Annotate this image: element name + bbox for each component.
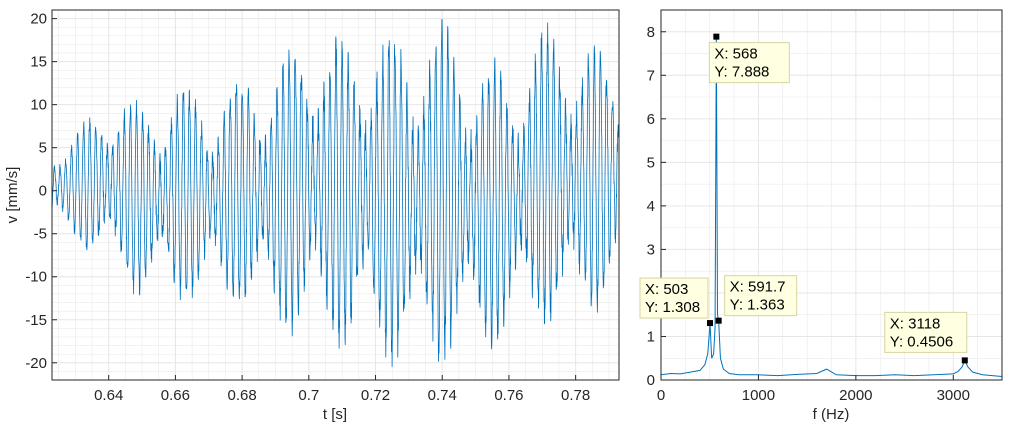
spectrum-x-ticks: 0 1000 2000 3000 bbox=[657, 375, 970, 404]
time-plot-box bbox=[51, 9, 620, 381]
x-tick-label: 0.78 bbox=[561, 387, 590, 404]
spectrum-plot-box bbox=[660, 9, 1003, 381]
y-tick-label: 4 bbox=[647, 198, 655, 215]
y-tick-label: 0 bbox=[39, 183, 47, 200]
y-tick-label: 10 bbox=[30, 97, 47, 114]
datatip-x-label: X: 568 bbox=[714, 46, 757, 63]
datatip-y-label: Y: 1.308 bbox=[645, 299, 700, 316]
datatip-x-label: X: 503 bbox=[645, 281, 688, 298]
datatip-box bbox=[708, 42, 790, 84]
datatip-marker[interactable] bbox=[715, 317, 722, 324]
y-tick-label: -10 bbox=[25, 269, 47, 286]
x-tick-label: 0.74 bbox=[428, 387, 457, 404]
y-tick-label: 5 bbox=[39, 140, 47, 157]
y-tick-label: 6 bbox=[647, 111, 655, 128]
y-tick-label: 0 bbox=[647, 372, 655, 389]
y-tick-label: 7 bbox=[647, 67, 655, 84]
datatip-marker[interactable] bbox=[713, 33, 720, 40]
spectrum-x-axis-label: f (Hz) bbox=[813, 406, 850, 423]
y-tick-label: 5 bbox=[647, 154, 655, 171]
x-tick-label: 0.68 bbox=[228, 387, 257, 404]
x-tick-label: 3000 bbox=[937, 387, 970, 404]
x-tick-label: 0.7 bbox=[298, 387, 319, 404]
spectrum-series bbox=[660, 36, 1003, 378]
y-tick-label: 3 bbox=[647, 241, 655, 258]
datatip-x-label: X: 3118 bbox=[890, 315, 941, 332]
x-tick-label: 2000 bbox=[839, 387, 872, 404]
datatip-box bbox=[639, 277, 709, 319]
x-tick-label: 0.72 bbox=[361, 387, 390, 404]
x-tick-label: 0.64 bbox=[94, 387, 123, 404]
time-plot: 0.64 0.66 0.68 0.7 0.72 0.74 0.76 0.78 -20 -15 -1… bbox=[4, 9, 620, 423]
y-tick-label: 8 bbox=[647, 24, 655, 41]
spectrum-line bbox=[660, 36, 1003, 378]
datatip-x-label: X: 591.7 bbox=[730, 279, 786, 296]
y-tick-label: -15 bbox=[25, 312, 47, 329]
y-tick-label: -20 bbox=[25, 355, 47, 372]
y-tick-label: -5 bbox=[34, 226, 47, 243]
x-tick-label: 0.66 bbox=[161, 387, 190, 404]
time-y-axis-label: v [mm/s] bbox=[4, 167, 21, 224]
y-tick-label: 15 bbox=[30, 54, 47, 71]
time-series-line bbox=[51, 18, 620, 367]
time-x-ticks: 0.64 0.66 0.68 0.7 0.72 0.74 0.76 0.78 bbox=[94, 375, 590, 404]
x-tick-label: 0.76 bbox=[494, 387, 523, 404]
datatip-box bbox=[884, 311, 968, 353]
y-tick-label: 1 bbox=[647, 328, 655, 345]
datatip-marker[interactable] bbox=[707, 320, 714, 327]
time-x-axis-label: t [s] bbox=[323, 406, 347, 423]
datatip-marker[interactable] bbox=[961, 357, 968, 364]
y-tick-label: 20 bbox=[30, 11, 47, 28]
time-y-ticks: -20 -15 -10 -5 0 5 10 15 20 bbox=[25, 11, 57, 372]
datatip-y-label: Y: 0.4506 bbox=[890, 333, 953, 350]
time-series bbox=[51, 18, 620, 367]
datatip-y-label: Y: 7.888 bbox=[714, 64, 769, 81]
datatip-y-label: Y: 1.363 bbox=[730, 297, 785, 314]
x-tick-label: 0 bbox=[657, 387, 665, 404]
x-tick-label: 1000 bbox=[742, 387, 775, 404]
datatip[interactable]: X: 591.7Y: 1.363 bbox=[715, 275, 798, 324]
datatip-box bbox=[724, 275, 798, 317]
